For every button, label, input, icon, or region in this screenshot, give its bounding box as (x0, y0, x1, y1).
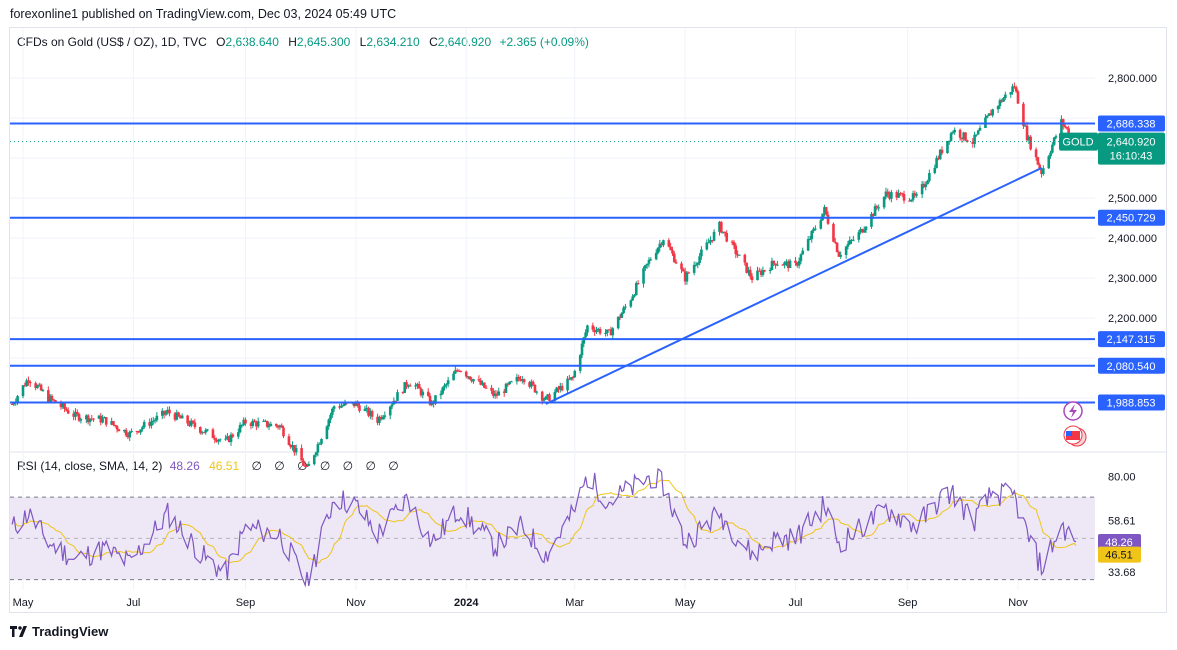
na-value: ∅ (319, 459, 331, 473)
na-value: ∅ (251, 459, 262, 473)
rsi-legend: RSI (14, close, SMA, 14, 2) 48.26 46.51 … (17, 459, 399, 473)
na-value: ∅ (388, 459, 399, 473)
footer-brand: TradingView (32, 624, 109, 639)
main-legend: CFDs on Gold (US$ / OZ), 1D, TVC O2,638.… (17, 35, 589, 49)
open-value: 2,638.640 (225, 35, 279, 49)
rsi-label: RSI (14, close, SMA, 14, 2) (17, 459, 163, 473)
high-value: 2,645.300 (296, 35, 351, 49)
high-label: H (288, 35, 297, 49)
na-value: ∅ (274, 459, 285, 473)
chart-frame (9, 27, 1167, 613)
low-label: L (359, 35, 367, 49)
rsi-sma-value: 46.51 (209, 459, 240, 473)
tradingview-logo-icon (10, 626, 27, 637)
published-line: forexonline1 published on TradingView.co… (10, 7, 397, 21)
close-label: C (429, 35, 438, 49)
symbol-label: CFDs on Gold (US$ / OZ), 1D, TVC (17, 35, 207, 49)
rsi-value: 48.26 (169, 459, 200, 473)
na-value: ∅ (297, 459, 308, 473)
close-value: 2,640.920 (437, 35, 492, 49)
change-value: +2.365 (+0.09%) (499, 35, 589, 49)
na-value: ∅ (365, 459, 376, 473)
low-value: 2,634.210 (366, 35, 420, 49)
open-label: O (216, 35, 226, 49)
na-value: ∅ (342, 459, 354, 473)
footer: TradingView (10, 624, 108, 639)
